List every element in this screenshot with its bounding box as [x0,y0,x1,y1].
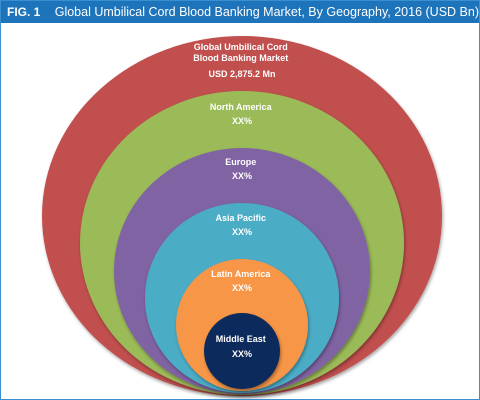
ring-middle-east: Middle East XX% [204,313,280,389]
svg-text:Middle East XX%: Middle East XX% [216,334,269,359]
ring-latin-america-name: Latin America [211,269,271,279]
ring-middle-east-name: Middle East [216,334,266,344]
ring-europe-name: Europe [225,157,256,167]
ring-north-america-name: North America [210,102,273,112]
figure-title: Global Umbilical Cord Blood Banking Mark… [54,5,479,19]
ring-asia-pacific-name: Asia Pacific [215,213,266,223]
svg-text:Asia Pacific XX%: Asia Pacific XX% [215,213,268,237]
svg-text:Global Umbilical Cord: Global Umbilical Cord Blood Banking Mark… [193,42,291,79]
ring-asia-pacific-value: XX% [232,227,252,237]
ring-latin-america-value: XX% [232,283,252,293]
ring-global-line-2: Blood Banking Market [193,53,288,63]
figure-number: FIG. 1 [7,5,41,19]
svg-text:Latin America XX%: Latin America XX% [211,269,273,293]
svg-text:North America XX%: North America XX% [210,102,274,126]
figure-header: FIG. 1 Global Umbilical Cord Blood Banki… [1,1,479,23]
ring-global-value: USD 2,875.2 Mn [208,69,275,79]
ring-middle-east-shape [204,313,280,389]
svg-text:Europe XX%: Europe XX% [225,157,259,181]
ring-north-america-value: XX% [232,116,252,126]
ring-global-line-1: Global Umbilical Cord [194,42,288,52]
ring-europe-value: XX% [232,171,252,181]
ring-middle-east-value: XX% [232,349,252,359]
